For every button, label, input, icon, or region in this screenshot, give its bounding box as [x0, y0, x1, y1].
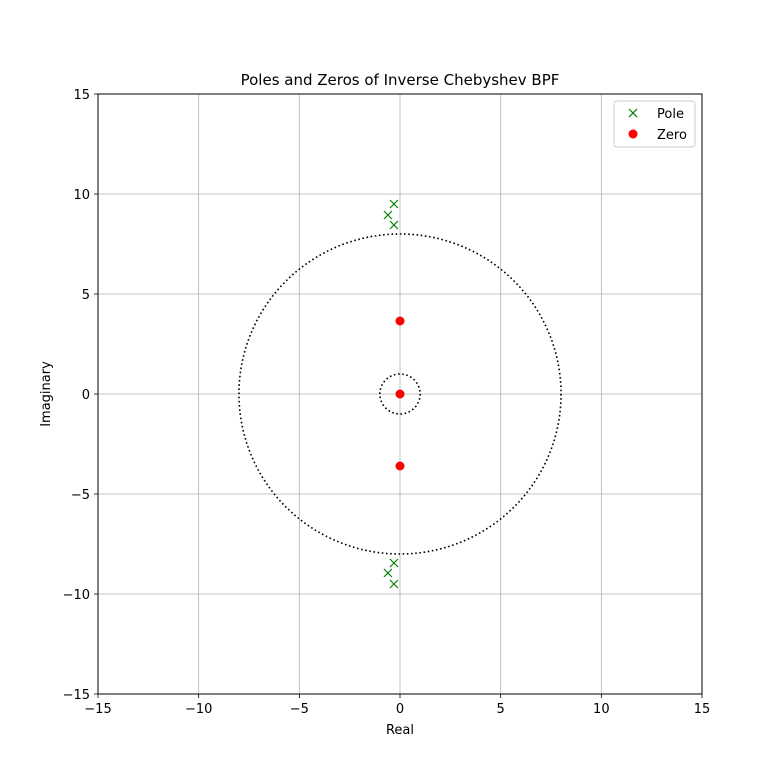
- legend-marker: [628, 108, 638, 118]
- chart-title: Poles and Zeros of Inverse Chebyshev BPF: [241, 71, 560, 89]
- pole-stroke: [383, 568, 393, 578]
- zero-marker: [395, 389, 405, 399]
- x-axis-label: Real: [386, 723, 414, 738]
- y-tick-label: 15: [73, 88, 90, 103]
- pole-stroke: [389, 579, 399, 589]
- zero-marker: [395, 316, 405, 326]
- x-tick-label: −5: [290, 702, 309, 717]
- unit-circle-r1: [379, 373, 421, 415]
- y-tick-label: −10: [63, 588, 90, 603]
- unit-circle-r8: [238, 233, 562, 555]
- y-tick-label: 5: [82, 288, 90, 303]
- pole-marker: [389, 199, 399, 209]
- legend-item-pole: Pole: [628, 107, 684, 122]
- legend-marker: [628, 129, 638, 139]
- legend: Pole Zero: [613, 100, 696, 148]
- pole-marker: [389, 558, 399, 568]
- pole-stroke: [389, 558, 399, 568]
- pole-stroke: [389, 220, 399, 230]
- x-tick-label: 15: [694, 702, 711, 717]
- x-tick-label: 10: [593, 702, 610, 717]
- x-tick-label: 5: [497, 702, 505, 717]
- pole-marker: [383, 210, 393, 220]
- y-tick-label: 10: [73, 188, 90, 203]
- pole-marker: [389, 579, 399, 589]
- data-marks: [383, 199, 405, 589]
- pole-stroke: [383, 210, 393, 220]
- pole-stroke: [389, 199, 399, 209]
- pole-marker: [383, 568, 393, 578]
- legend-item-zero: Zero: [628, 128, 687, 143]
- y-tick-label: −15: [63, 688, 90, 703]
- legend-label: Zero: [657, 128, 687, 143]
- x-tick-label: −15: [84, 702, 111, 717]
- x-tick-label: −10: [185, 702, 212, 717]
- pole-marker: [389, 220, 399, 230]
- y-tick-label: 0: [82, 388, 90, 403]
- zero-marker: [395, 461, 405, 471]
- y-axis-label: Imaginary: [39, 361, 54, 427]
- x-tick-label: 0: [396, 702, 404, 717]
- axis-ticks: −15 −10 −5 0 5 10 15 −15 −10 −5 0 5 10 15: [63, 88, 711, 717]
- reference-circles: [238, 233, 562, 555]
- legend-label: Pole: [657, 107, 684, 122]
- pole-stroke: [628, 108, 638, 118]
- y-tick-label: −5: [71, 488, 90, 503]
